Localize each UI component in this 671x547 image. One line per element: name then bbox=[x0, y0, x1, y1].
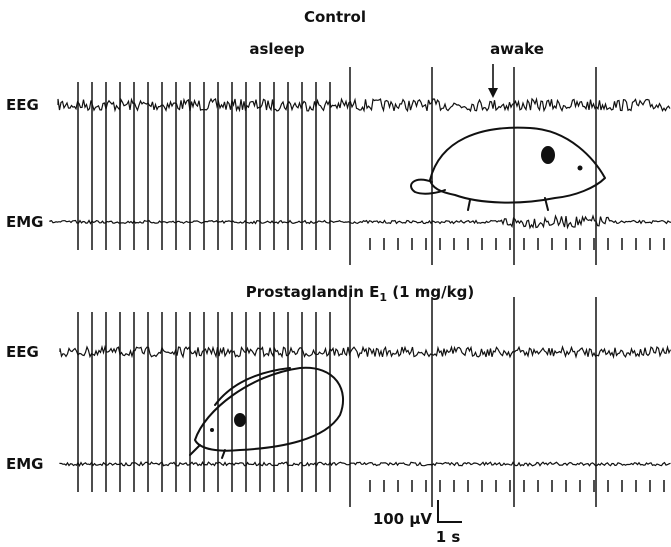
scale-time: 1 s bbox=[436, 528, 461, 546]
rat-drawing bbox=[189, 366, 345, 459]
trace-label: EMG bbox=[6, 455, 44, 473]
trace-label: EEG bbox=[6, 96, 39, 114]
state-label: asleep bbox=[249, 40, 305, 58]
panel-title: Control bbox=[304, 8, 366, 26]
trace-label: EEG bbox=[6, 343, 39, 361]
title-part: (1 mg/kg) bbox=[387, 283, 474, 301]
title-part: Prostaglandin E bbox=[246, 283, 380, 301]
signal-trace bbox=[57, 96, 671, 113]
state-label: awake bbox=[490, 40, 544, 58]
signal-trace bbox=[59, 460, 671, 468]
rat-drawing bbox=[410, 126, 606, 211]
signal-trace bbox=[59, 344, 671, 360]
trace-label: EMG bbox=[6, 213, 44, 231]
arrow-head bbox=[488, 88, 498, 98]
signal-trace bbox=[49, 214, 671, 230]
scale-voltage: 100 μV bbox=[373, 510, 433, 528]
title-subscript: 1 bbox=[379, 291, 387, 304]
scale-bar bbox=[437, 500, 462, 523]
panel-title: Prostaglandin E1 (1 mg/kg) bbox=[246, 283, 474, 304]
